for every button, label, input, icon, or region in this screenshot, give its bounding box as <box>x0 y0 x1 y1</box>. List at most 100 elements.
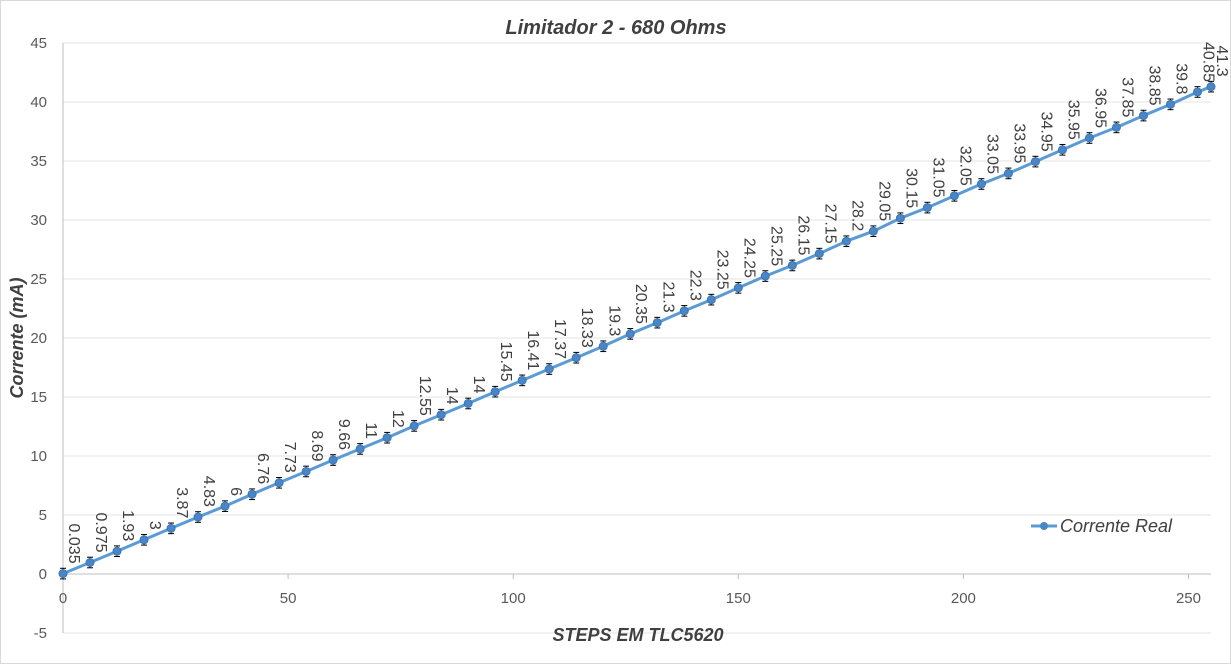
data-label: 21.3 <box>659 282 676 313</box>
chart-title: Limitador 2 - 680 Ohms <box>505 17 726 39</box>
data-label: 22.3 <box>686 270 703 301</box>
y-tick-label: 35 <box>30 153 47 170</box>
data-point <box>1030 157 1040 167</box>
x-tick-label: 0 <box>59 590 67 607</box>
y-tick-label: 30 <box>30 212 47 229</box>
data-point <box>787 260 797 270</box>
data-label: 20.35 <box>632 284 649 324</box>
data-label: 7.73 <box>281 442 298 473</box>
data-label: 4.83 <box>200 476 217 507</box>
data-point <box>463 398 473 408</box>
data-label: 6 <box>227 487 244 496</box>
series-corrente-real <box>58 80 1216 580</box>
axes: -5 0 5 10 15 20 25 30 35 40 45 0 50 100 150 200 250 <box>30 35 1211 642</box>
data-point <box>382 433 392 443</box>
data-point <box>436 410 446 420</box>
data-label: 14 <box>443 387 460 405</box>
data-label: 23.25 <box>713 250 730 290</box>
x-axis-title: STEPS EM TLC5620 <box>552 625 723 645</box>
data-label: 38.85 <box>1146 66 1163 106</box>
data-label: 12 <box>389 410 406 428</box>
data-point <box>1206 82 1216 92</box>
data-point <box>1003 168 1013 178</box>
data-label: 40.85 <box>1200 42 1217 82</box>
data-point <box>1084 133 1094 143</box>
data-label: 12.55 <box>416 376 433 416</box>
data-point <box>976 179 986 189</box>
data-point <box>1057 145 1067 155</box>
x-tick-label: 50 <box>280 590 297 607</box>
data-label: 18.33 <box>578 308 595 348</box>
data-label: 39.8 <box>1173 63 1190 94</box>
data-label: 19.3 <box>605 305 622 336</box>
data-label: 25.25 <box>767 226 784 266</box>
data-point <box>58 569 68 579</box>
data-point <box>328 455 338 465</box>
data-label: 35.95 <box>1064 100 1081 140</box>
data-point <box>220 501 230 511</box>
data-point <box>679 306 689 316</box>
data-point <box>301 466 311 476</box>
data-point <box>139 535 149 545</box>
data-label: 14 <box>470 376 487 394</box>
legend-dot-marker <box>1040 522 1048 530</box>
y-tick-label: 15 <box>30 389 47 406</box>
y-axis-title: Corrente (mA) <box>7 277 27 398</box>
y-tick-label: 45 <box>30 35 47 52</box>
data-point <box>760 271 770 281</box>
data-label: 41.3 <box>1213 46 1230 77</box>
data-label: 37.85 <box>1119 77 1136 117</box>
data-point <box>895 213 905 223</box>
data-label: 8.69 <box>308 430 325 461</box>
data-label: 11 <box>362 422 379 439</box>
x-tick-label: 250 <box>1176 590 1201 607</box>
data-label: 34.95 <box>1037 112 1054 152</box>
data-labels: 0.035 0.975 1.93 3 3.87 4.83 6 6.76 7.73 8.69 9.66… <box>65 42 1230 564</box>
data-point <box>193 512 203 522</box>
x-tick-label: 200 <box>951 590 976 607</box>
data-label: 15.45 <box>497 342 514 382</box>
data-label: 6.76 <box>254 453 271 484</box>
data-point <box>814 249 824 259</box>
data-point <box>706 295 716 305</box>
data-point <box>112 546 122 556</box>
data-point <box>598 341 608 351</box>
data-label: 31.05 <box>929 158 946 198</box>
data-label: 33.95 <box>1010 123 1027 163</box>
data-label: 9.66 <box>335 419 352 450</box>
data-label: 17.37 <box>551 319 568 359</box>
data-label: 36.95 <box>1091 88 1108 128</box>
data-label: 26.15 <box>794 215 811 255</box>
data-point <box>355 444 365 454</box>
data-label: 29.05 <box>875 181 892 221</box>
data-label: 3 <box>146 521 163 530</box>
data-point <box>922 203 932 213</box>
data-point <box>274 478 284 488</box>
data-point <box>571 353 581 363</box>
data-point <box>409 421 419 431</box>
y-tick-label: -5 <box>34 625 47 642</box>
data-label: 30.15 <box>902 168 919 208</box>
data-point <box>247 489 257 499</box>
data-label: 32.05 <box>956 146 973 186</box>
y-tick-label: 20 <box>30 330 47 347</box>
x-tick-label: 100 <box>501 590 526 607</box>
data-label: 27.15 <box>821 204 838 244</box>
data-point <box>1165 99 1175 109</box>
data-point <box>166 523 176 533</box>
data-point <box>733 283 743 293</box>
data-point <box>1138 111 1148 121</box>
data-label: 3.87 <box>173 487 190 518</box>
data-point <box>490 387 500 397</box>
data-point <box>544 364 554 374</box>
legend: Corrente Real <box>1031 516 1173 536</box>
x-tick-label: 150 <box>726 590 751 607</box>
data-label: 28.2 <box>848 200 865 231</box>
data-point <box>949 191 959 201</box>
data-point <box>1111 122 1121 132</box>
data-label: 0.035 <box>65 524 82 564</box>
data-point <box>517 375 527 385</box>
data-label: 33.05 <box>983 134 1000 174</box>
